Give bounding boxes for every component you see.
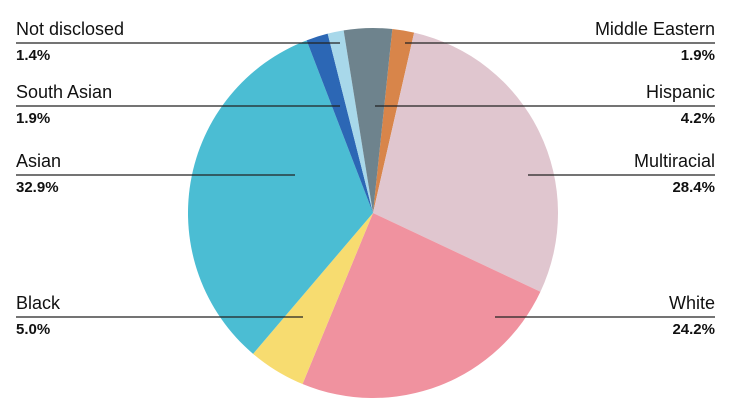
value-label: 32.9%: [16, 179, 59, 196]
pie-slice: [306, 33, 373, 214]
category-label: Not disclosed: [16, 19, 124, 39]
pie-slice: [302, 213, 541, 398]
category-label: Black: [16, 293, 61, 313]
value-label: 28.4%: [672, 179, 715, 196]
pie-slice: [253, 213, 373, 385]
value-label: 5.0%: [16, 321, 50, 338]
pie-slice: [343, 28, 393, 214]
category-label: South Asian: [16, 82, 112, 102]
category-label: White: [669, 293, 715, 313]
pie-slice: [327, 30, 373, 214]
pie-slice: [373, 32, 558, 292]
value-label: 24.2%: [672, 321, 715, 338]
pie-slice: [373, 29, 415, 214]
value-label: 1.9%: [16, 110, 50, 127]
pie-slice: [187, 40, 373, 354]
value-label: 1.4%: [16, 47, 50, 64]
value-label: 4.2%: [681, 110, 715, 127]
category-label: Multiracial: [634, 151, 715, 171]
category-label: Middle Eastern: [595, 19, 715, 39]
category-label: Hispanic: [646, 82, 715, 102]
value-label: 1.9%: [681, 47, 715, 64]
category-label: Asian: [16, 151, 61, 171]
